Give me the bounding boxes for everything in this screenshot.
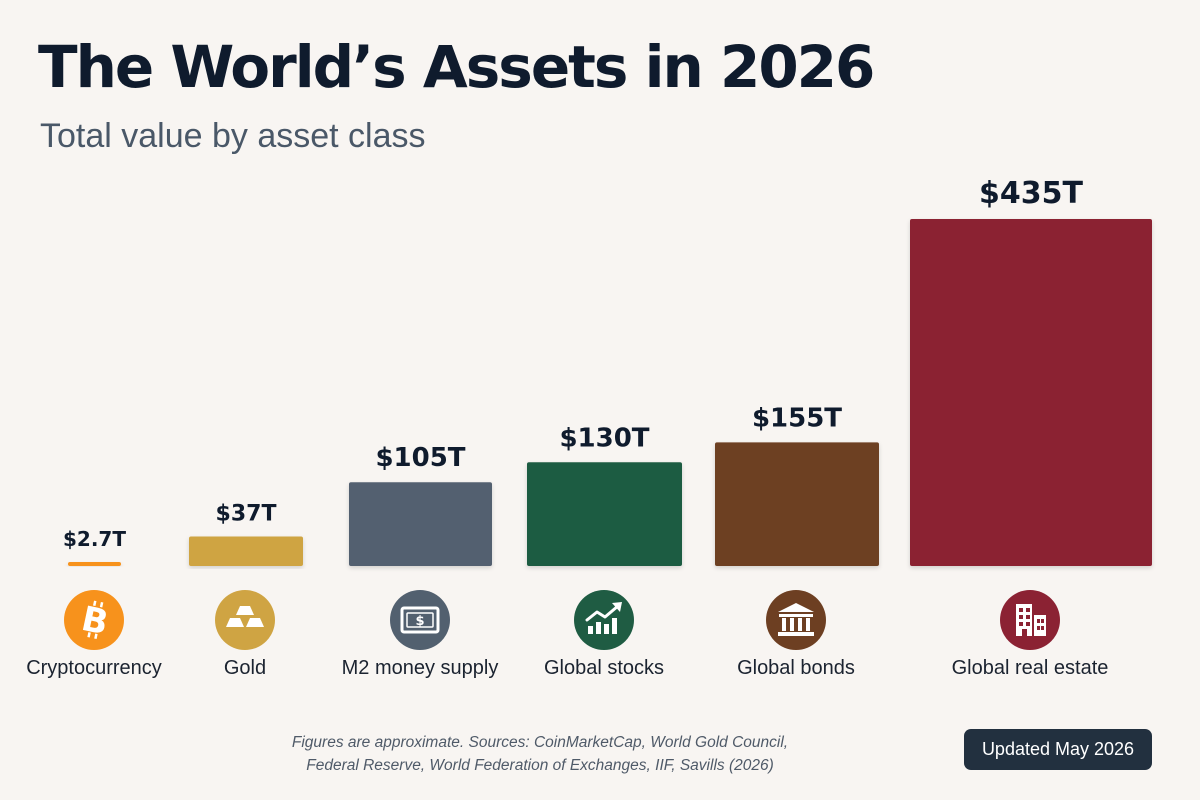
gold-bars-icon	[215, 590, 275, 650]
value-label-global-stocks: $130T	[559, 423, 649, 453]
office-buildings-icon	[1000, 590, 1060, 650]
source-footnote: Figures are approximate. Sources: CoinMa…	[260, 731, 820, 777]
banknote-icon: $	[390, 590, 450, 650]
category-label-gold: Gold	[224, 657, 266, 679]
icon-circle	[390, 590, 450, 650]
labels-group: $2.7T Cryptocurrency $37T Gold $105T M2 money…	[26, 176, 1108, 679]
bar-global-bonds	[715, 442, 879, 566]
value-label-cryptocurrency: $2.7T	[63, 527, 126, 551]
footnote-line-1: Figures are approximate. Sources: CoinMa…	[291, 734, 789, 751]
icon-circle	[64, 590, 124, 650]
category-label-cryptocurrency: Cryptocurrency	[26, 657, 162, 679]
icon-circle	[574, 590, 634, 650]
category-label-m2-money-supply: M2 money supply	[342, 657, 499, 679]
bank-building-icon	[766, 590, 826, 650]
icon-circle	[215, 590, 275, 650]
bar-cryptocurrency	[68, 562, 121, 566]
value-label-global-bonds: $155T	[752, 403, 842, 433]
category-label-global-real-estate: Global real estate	[952, 657, 1109, 679]
value-label-m2-money-supply: $105T	[375, 443, 465, 473]
bar-global-stocks	[527, 462, 682, 566]
bitcoin-icon: B	[64, 590, 124, 650]
icons-group: B $	[64, 590, 1060, 650]
stock-chart-icon	[574, 590, 634, 650]
updated-badge: Updated May 2026	[964, 729, 1152, 770]
category-label-global-bonds: Global bonds	[737, 657, 855, 679]
value-label-global-real-estate: $435T	[979, 176, 1083, 211]
chart-title: The World’s Assets in 2026	[38, 33, 875, 101]
svg-text:$: $	[415, 614, 424, 629]
bar-m2-money-supply	[349, 482, 492, 566]
icon-circle	[766, 590, 826, 650]
value-label-gold: $37T	[216, 501, 277, 526]
bar-gold	[189, 536, 303, 566]
bars-group	[68, 219, 1152, 566]
bar-global-real-estate	[910, 219, 1152, 566]
category-label-global-stocks: Global stocks	[544, 657, 664, 679]
footnote-line-2: Federal Reserve, World Federation of Exc…	[306, 757, 774, 774]
chart-subtitle: Total value by asset class	[40, 117, 426, 155]
